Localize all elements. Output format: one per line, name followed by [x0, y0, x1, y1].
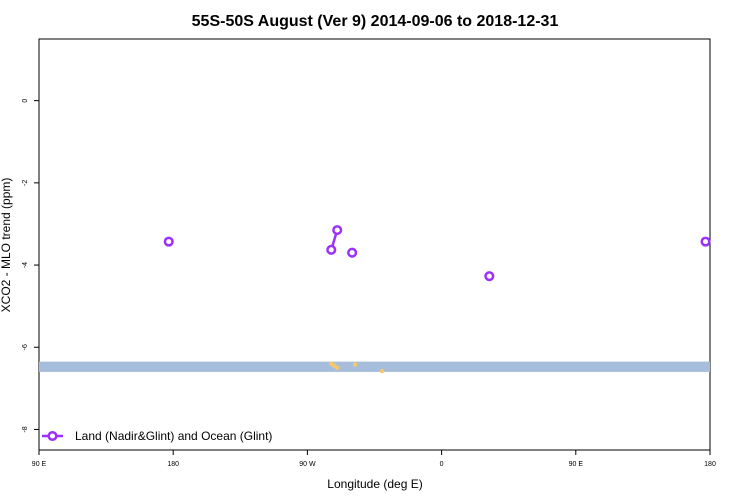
data-point — [326, 244, 337, 255]
ocean-band — [39, 361, 710, 372]
y-tick-label: -2 — [22, 180, 29, 186]
x-tick-label: 90 W — [299, 461, 316, 468]
data-point — [163, 236, 174, 247]
x-tick-label: 180 — [704, 461, 716, 468]
y-axis-label: XCO2 - MLO trend (ppm) — [0, 178, 13, 313]
data-point — [332, 225, 343, 236]
x-tick-label: 90 E — [32, 461, 47, 468]
y-tick-label: -4 — [22, 262, 29, 268]
chart-title: 55S-50S August (Ver 9) 2014-09-06 to 201… — [192, 13, 559, 30]
legend-marker — [47, 430, 58, 442]
ocean-band-layer — [39, 361, 710, 374]
y-tick-label: -8 — [22, 426, 29, 432]
data-point — [347, 247, 358, 258]
x-axis: 90 E 180 90 W 0 90 E 180 — [32, 450, 716, 468]
legend-entry-label: Land (Nadir&Glint) and Ocean (Glint) — [75, 429, 272, 443]
band-mark — [379, 368, 385, 374]
band-mark — [335, 365, 340, 370]
x-tick-label: 0 — [440, 461, 444, 468]
band-mark — [352, 362, 358, 367]
y-tick-label: 0 — [22, 99, 29, 103]
series-layer — [163, 225, 711, 282]
y-tick-label: -6 — [22, 344, 29, 350]
plot-frame — [38, 38, 711, 451]
y-axis: 0 -2 -4 -6 -8 — [22, 99, 39, 433]
x-tick-label: 90 E — [569, 461, 584, 468]
x-tick-label: 180 — [167, 461, 179, 468]
data-point — [700, 236, 711, 247]
data-point — [484, 271, 495, 282]
legend: Land (Nadir&Glint) and Ocean (Glint) — [42, 429, 272, 443]
x-axis-label: Longitude (deg E) — [327, 477, 422, 491]
